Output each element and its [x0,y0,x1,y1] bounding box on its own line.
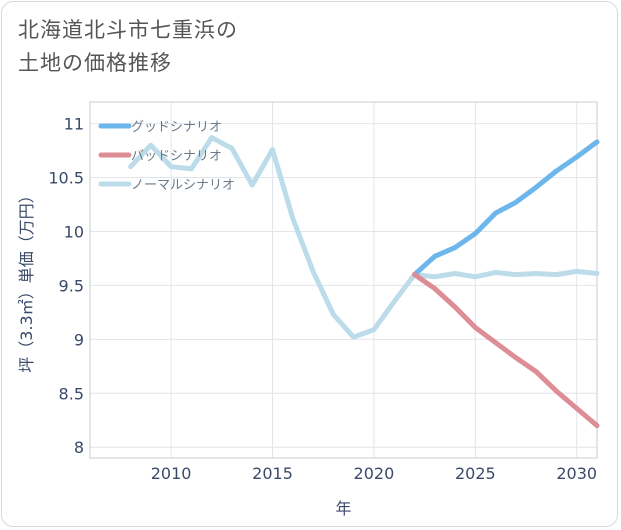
series-line-1 [412,272,600,429]
series-lines [128,135,600,429]
x-tick-label: 2020 [354,464,395,483]
title-line-2: 土地の価格推移 [18,51,172,75]
y-tick-label: 10.5 [48,169,84,188]
y-tick-label: 9.5 [59,276,84,295]
x-tick-label: 2025 [455,464,496,483]
x-axis-ticks: 2010 2015 2020 2025 2030 [151,464,597,483]
y-tick-label: 8.5 [59,384,84,403]
legend-label: ノーマルシナリオ [131,178,235,193]
y-tick-label: 8 [74,438,84,457]
x-tick-label: 2030 [556,464,597,483]
y-axis-ticks: 8 8.5 9 9.5 10 10.5 11 [48,115,84,458]
y-tick-label: 9 [74,330,84,349]
legend-label: バッドシナリオ [131,149,222,164]
y-tick-label: 11 [64,115,84,134]
grid-lines [90,102,597,458]
plot-area [89,101,598,459]
x-tick-label: 2015 [252,464,293,483]
x-tick-label: 2010 [151,464,192,483]
title-line-1: 北海道北斗市七重浜の [18,18,238,42]
y-tick-label: 10 [64,222,84,241]
series-line-0 [412,139,600,278]
x-axis-label: 年 [335,499,351,518]
y-axis-label: 坪（3.3㎡）単価（万円） [17,187,36,372]
chart-title: 北海道北斗市七重浜の 土地の価格推移 [18,14,238,80]
legend-label: グッドシナリオ [131,120,222,135]
series-line-2 [128,135,600,340]
